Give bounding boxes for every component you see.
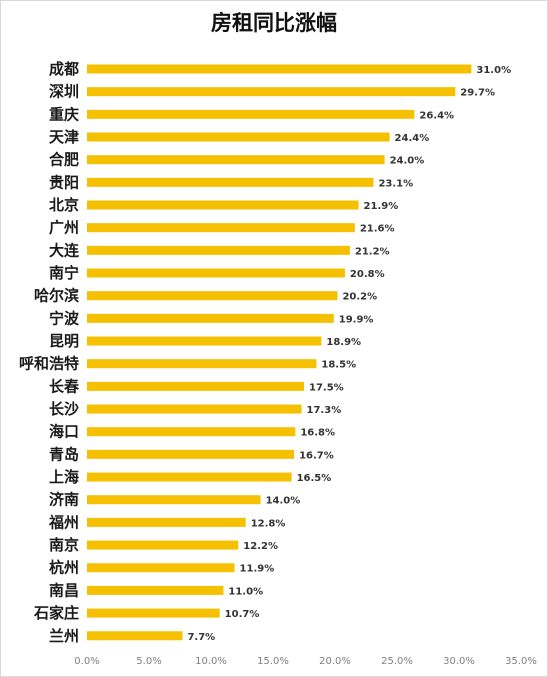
category-label: 大连: [49, 241, 80, 259]
category-label: 南昌: [49, 581, 79, 599]
category-label: 深圳: [49, 83, 79, 101]
data-label: 19.9%: [339, 314, 374, 325]
data-label: 21.6%: [360, 224, 395, 235]
data-label: 23.1%: [378, 178, 413, 189]
x-tick-label: 25.0%: [381, 656, 413, 667]
category-label: 长春: [49, 377, 79, 395]
data-label: 24.0%: [390, 156, 425, 167]
bar: [87, 359, 317, 369]
category-label: 呼和浩特: [19, 355, 79, 373]
data-label: 29.7%: [460, 88, 495, 99]
bar: [87, 404, 302, 414]
data-label: 16.8%: [300, 428, 335, 439]
x-tick-label: 5.0%: [136, 656, 161, 667]
category-label: 北京: [49, 196, 79, 214]
bar: [87, 495, 261, 505]
category-label: 宁波: [49, 309, 80, 327]
category-label: 南宁: [49, 264, 79, 282]
category-label: 石家庄: [33, 604, 79, 622]
category-label: 杭州: [49, 559, 79, 577]
bar: [87, 427, 296, 437]
category-label: 青岛: [49, 445, 79, 463]
data-label: 16.7%: [299, 450, 334, 461]
bar: [87, 336, 322, 346]
bar: [87, 540, 239, 550]
bar: [87, 109, 415, 119]
category-label: 成都: [49, 60, 79, 78]
data-label: 16.5%: [297, 473, 332, 484]
data-label: 11.9%: [240, 564, 275, 575]
data-label: 12.8%: [251, 518, 286, 529]
bar: [87, 472, 292, 482]
bar: [87, 449, 295, 459]
bar: [87, 608, 220, 618]
category-label: 兰州: [49, 627, 79, 645]
data-label: 10.7%: [225, 609, 260, 620]
data-label: 21.9%: [364, 201, 399, 212]
data-label: 31.0%: [476, 65, 511, 76]
bar: [87, 87, 456, 97]
category-label: 长沙: [49, 400, 79, 418]
bar: [87, 631, 183, 641]
x-tick-label: 30.0%: [443, 656, 475, 667]
bar: [87, 313, 334, 323]
chart-title: 房租同比涨幅: [211, 11, 337, 35]
bar: [87, 563, 235, 573]
data-label: 7.7%: [187, 632, 215, 643]
x-tick-label: 10.0%: [195, 656, 227, 667]
bar: [87, 177, 374, 187]
bar: [87, 585, 224, 595]
category-label: 济南: [49, 491, 79, 509]
bar: [87, 132, 390, 142]
category-label: 海口: [49, 423, 79, 441]
bar: [87, 517, 246, 527]
data-label: 18.5%: [321, 360, 356, 371]
data-label: 14.0%: [266, 496, 301, 507]
category-label: 福州: [48, 513, 79, 531]
category-label: 广州: [49, 219, 79, 237]
x-tick-label: 20.0%: [319, 656, 351, 667]
category-label: 重庆: [49, 105, 79, 123]
category-label: 南京: [49, 536, 79, 554]
bar: [87, 155, 385, 165]
category-label: 上海: [49, 468, 79, 486]
data-label: 26.4%: [419, 110, 454, 121]
data-label: 11.0%: [228, 586, 263, 597]
data-label: 21.2%: [355, 246, 390, 257]
bar: [87, 291, 338, 301]
category-label: 哈尔滨: [34, 287, 79, 305]
data-label: 17.3%: [307, 405, 342, 416]
x-tick-label: 0.0%: [74, 656, 99, 667]
data-label: 24.4%: [395, 133, 430, 144]
category-label: 天津: [49, 128, 79, 146]
category-label: 昆明: [49, 332, 79, 350]
bar: [87, 268, 345, 278]
category-label: 贵阳: [49, 173, 79, 191]
data-label: 12.2%: [243, 541, 278, 552]
bar: [87, 200, 359, 210]
bar: [87, 245, 350, 255]
category-label: 合肥: [48, 151, 79, 169]
x-tick-label: 35.0%: [505, 656, 537, 667]
bar: [87, 381, 304, 391]
data-label: 20.2%: [342, 292, 377, 303]
x-tick-label: 15.0%: [257, 656, 289, 667]
bar: [87, 64, 472, 74]
bar: [87, 223, 355, 233]
data-label: 20.8%: [350, 269, 385, 280]
data-label: 18.9%: [326, 337, 361, 348]
data-label: 17.5%: [309, 382, 344, 393]
